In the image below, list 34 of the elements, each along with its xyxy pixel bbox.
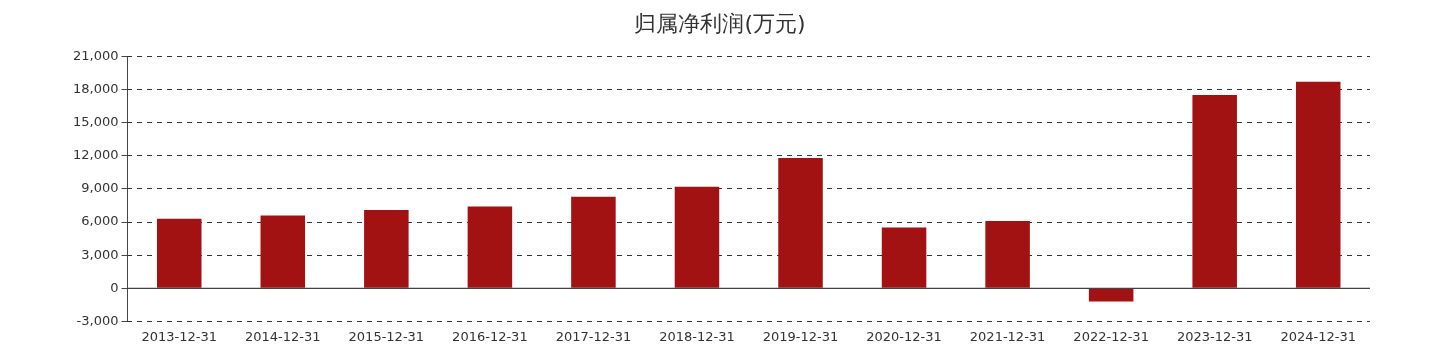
- bar: [1192, 95, 1237, 288]
- bar: [985, 220, 1030, 288]
- y-tick-label: 6,000: [81, 213, 119, 229]
- bar: [260, 215, 306, 288]
- bar: [467, 206, 513, 288]
- x-tick-label: 2021-12-31: [969, 328, 1046, 344]
- y-tick-label: 15,000: [72, 114, 119, 130]
- bar: [571, 196, 616, 288]
- y-tick-label: 18,000: [72, 80, 119, 96]
- x-tick-label: 2024-12-31: [1280, 328, 1357, 344]
- x-tick-label: 2017-12-31: [555, 328, 632, 344]
- x-tick-label: 2023-12-31: [1176, 328, 1253, 344]
- x-tick-label: 2019-12-31: [762, 328, 839, 344]
- x-tick-label: 2015-12-31: [348, 328, 425, 344]
- bar: [778, 157, 823, 288]
- y-tick-label: 21,000: [72, 47, 119, 63]
- y-tick-label: 12,000: [72, 147, 119, 163]
- bar: [881, 227, 927, 288]
- bar: [1295, 81, 1341, 288]
- y-tick-label: -3,000: [76, 312, 119, 328]
- x-tick-label: 2022-12-31: [1073, 328, 1149, 344]
- bar: [157, 218, 202, 288]
- y-tick-label: 9,000: [81, 180, 119, 196]
- bar: [1088, 288, 1134, 302]
- x-tick-label: 2014-12-31: [245, 328, 321, 344]
- x-tick-label: 2016-12-31: [452, 328, 528, 344]
- x-tick-label: 2020-12-31: [866, 328, 942, 344]
- bar: [674, 186, 720, 288]
- chart-title: 归属净利润(万元): [634, 10, 806, 36]
- y-tick-label: 0: [110, 279, 119, 295]
- bar: [364, 209, 409, 288]
- y-tick-label: 3,000: [81, 246, 119, 262]
- x-tick-label: 2013-12-31: [141, 328, 218, 344]
- x-tick-label: 2018-12-31: [659, 328, 735, 344]
